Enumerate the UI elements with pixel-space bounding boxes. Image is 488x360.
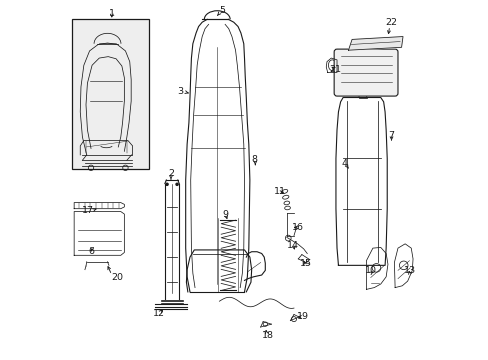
Bar — [82, 220, 88, 227]
Polygon shape — [74, 212, 124, 255]
Text: 20: 20 — [111, 273, 123, 282]
Text: 8: 8 — [251, 155, 257, 164]
Text: 22: 22 — [384, 18, 396, 27]
Text: 17: 17 — [81, 206, 93, 215]
Text: 14: 14 — [286, 241, 298, 250]
FancyBboxPatch shape — [333, 49, 397, 96]
Ellipse shape — [282, 195, 288, 199]
Text: 13: 13 — [403, 266, 415, 275]
Ellipse shape — [284, 201, 289, 205]
Polygon shape — [348, 37, 402, 50]
Text: 12: 12 — [153, 309, 165, 318]
Text: 11: 11 — [274, 187, 286, 196]
Ellipse shape — [284, 206, 290, 210]
Bar — [94, 220, 100, 227]
Text: 5: 5 — [219, 6, 225, 15]
Text: 3: 3 — [177, 86, 183, 95]
Text: 15: 15 — [300, 259, 311, 268]
Ellipse shape — [281, 189, 287, 193]
Text: 9: 9 — [223, 210, 228, 219]
Circle shape — [165, 183, 168, 185]
Text: 1: 1 — [109, 9, 115, 18]
Circle shape — [176, 183, 178, 185]
Text: 4: 4 — [341, 159, 346, 168]
Text: 7: 7 — [387, 131, 393, 140]
Bar — [107, 220, 113, 227]
Text: 2: 2 — [168, 169, 174, 178]
Text: 19: 19 — [296, 312, 308, 321]
Text: 16: 16 — [291, 223, 303, 232]
Text: 18: 18 — [261, 332, 273, 341]
Polygon shape — [74, 203, 124, 209]
Bar — [72, 19, 148, 169]
Text: 21: 21 — [328, 65, 340, 74]
Text: 10: 10 — [364, 266, 376, 275]
Text: 6: 6 — [88, 247, 94, 256]
